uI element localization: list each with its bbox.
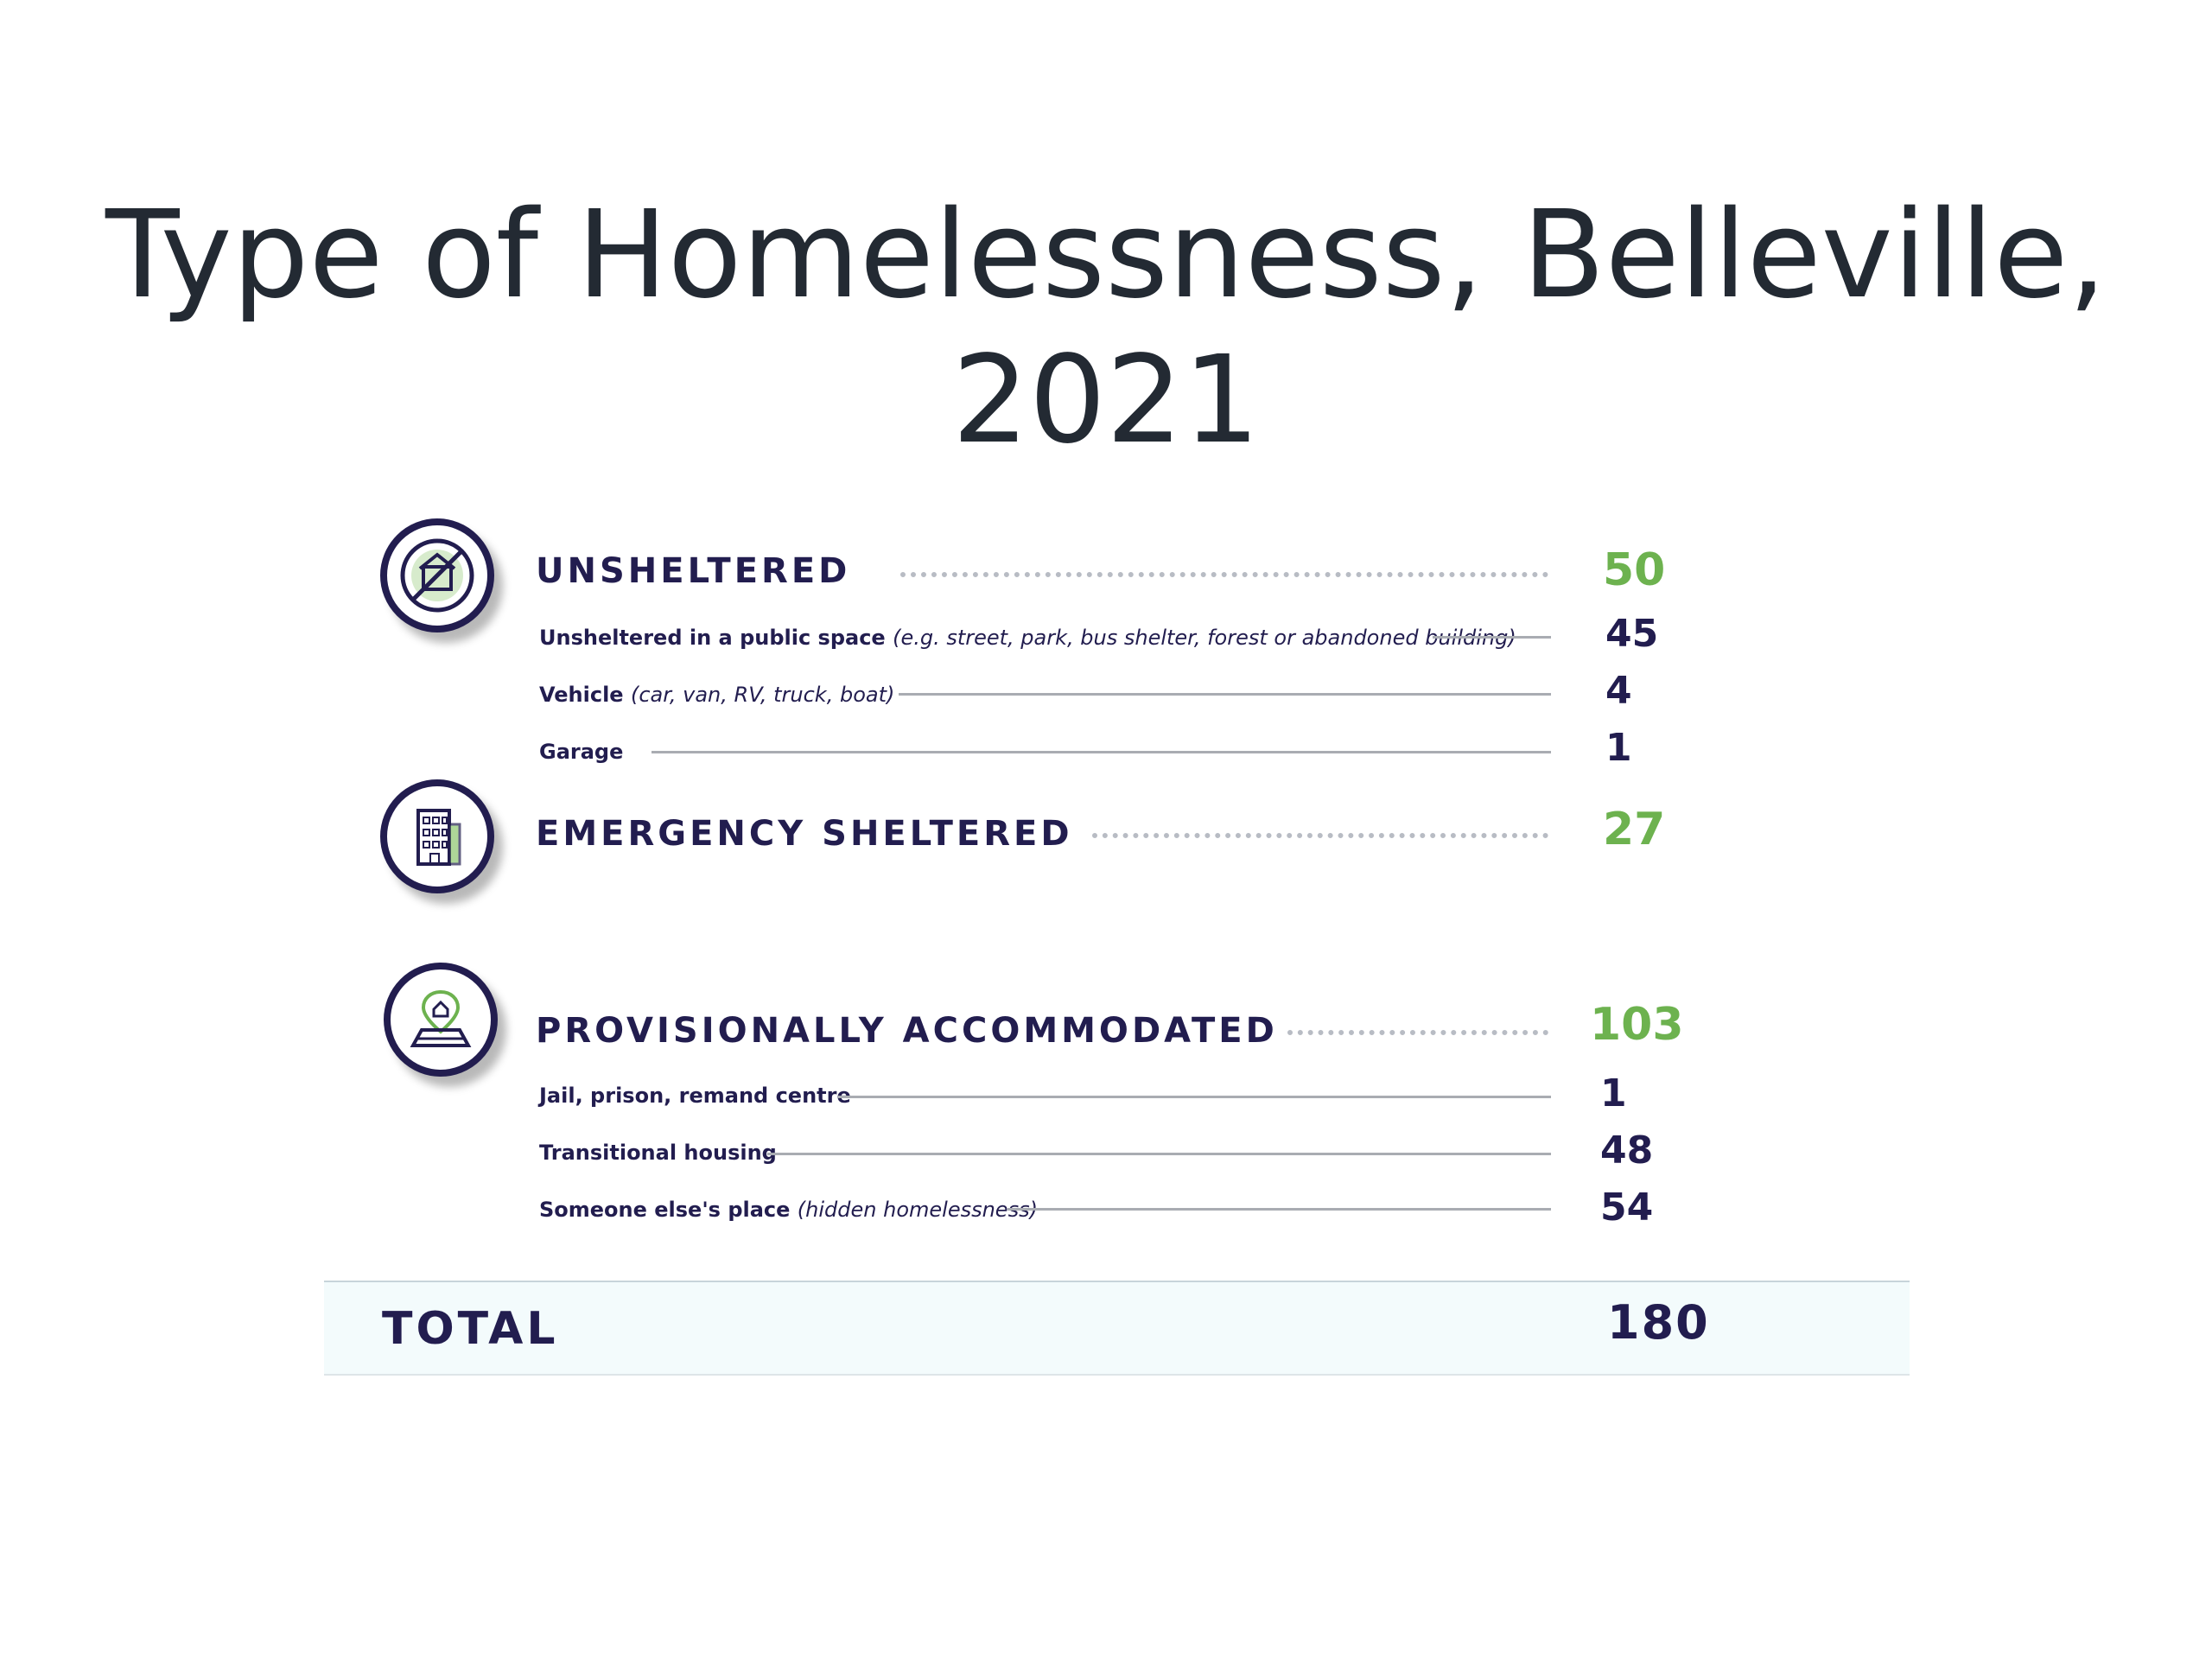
leader-line (1007, 1208, 1551, 1211)
sub-item-label: Someone else's place (hidden homelessnes… (539, 1198, 1038, 1222)
category-value-unsheltered: 50 (1603, 544, 1666, 596)
sub-item-label: Vehicle (car, van, RV, truck, boat) (539, 683, 895, 707)
dotted-leader (1287, 1030, 1548, 1035)
sub-item-value: 1 (1605, 726, 1632, 770)
sub-item-value: 45 (1605, 612, 1659, 656)
category-label-provisionally-accommodated: PROVISIONALLY ACCOMMODATED (536, 1011, 1278, 1051)
leader-line (652, 751, 1551, 753)
leader-line (899, 693, 1551, 696)
category-label-unsheltered: UNSHELTERED (536, 551, 851, 591)
leader-line (767, 1153, 1551, 1155)
sub-item-label: Jail, prison, remand centre (539, 1084, 851, 1108)
sub-item-label: Transitional housing (539, 1141, 777, 1165)
sub-item-value: 4 (1605, 669, 1632, 713)
total-label: TOTAL (382, 1303, 559, 1355)
title-line-1: Type of Homelessness, Belleville, (105, 184, 2107, 326)
page-title: Type of Homelessness, Belleville, 2021 (0, 183, 2212, 474)
leader-line (838, 1096, 1551, 1098)
building-icon (380, 779, 494, 893)
sub-item-label: Garage (539, 740, 624, 764)
no-tent-icon (380, 518, 494, 632)
home-location-pin-icon (384, 963, 498, 1077)
total-value: 180 (1607, 1295, 1710, 1350)
category-label-emergency-sheltered: EMERGENCY SHELTERED (536, 814, 1073, 854)
category-value-provisionally-accommodated: 103 (1590, 999, 1684, 1051)
title-line-2: 2021 (951, 329, 1261, 471)
sub-item-value: 48 (1600, 1128, 1654, 1173)
leader-line (1433, 636, 1551, 639)
dotted-leader (1092, 833, 1548, 838)
sub-item-value: 54 (1600, 1185, 1654, 1230)
dotted-leader (900, 572, 1548, 577)
category-value-emergency-sheltered: 27 (1603, 804, 1666, 855)
sub-item-value: 1 (1600, 1071, 1627, 1116)
sub-item-label: Unsheltered in a public space (e.g. stre… (539, 626, 1516, 650)
total-band (324, 1281, 1910, 1376)
